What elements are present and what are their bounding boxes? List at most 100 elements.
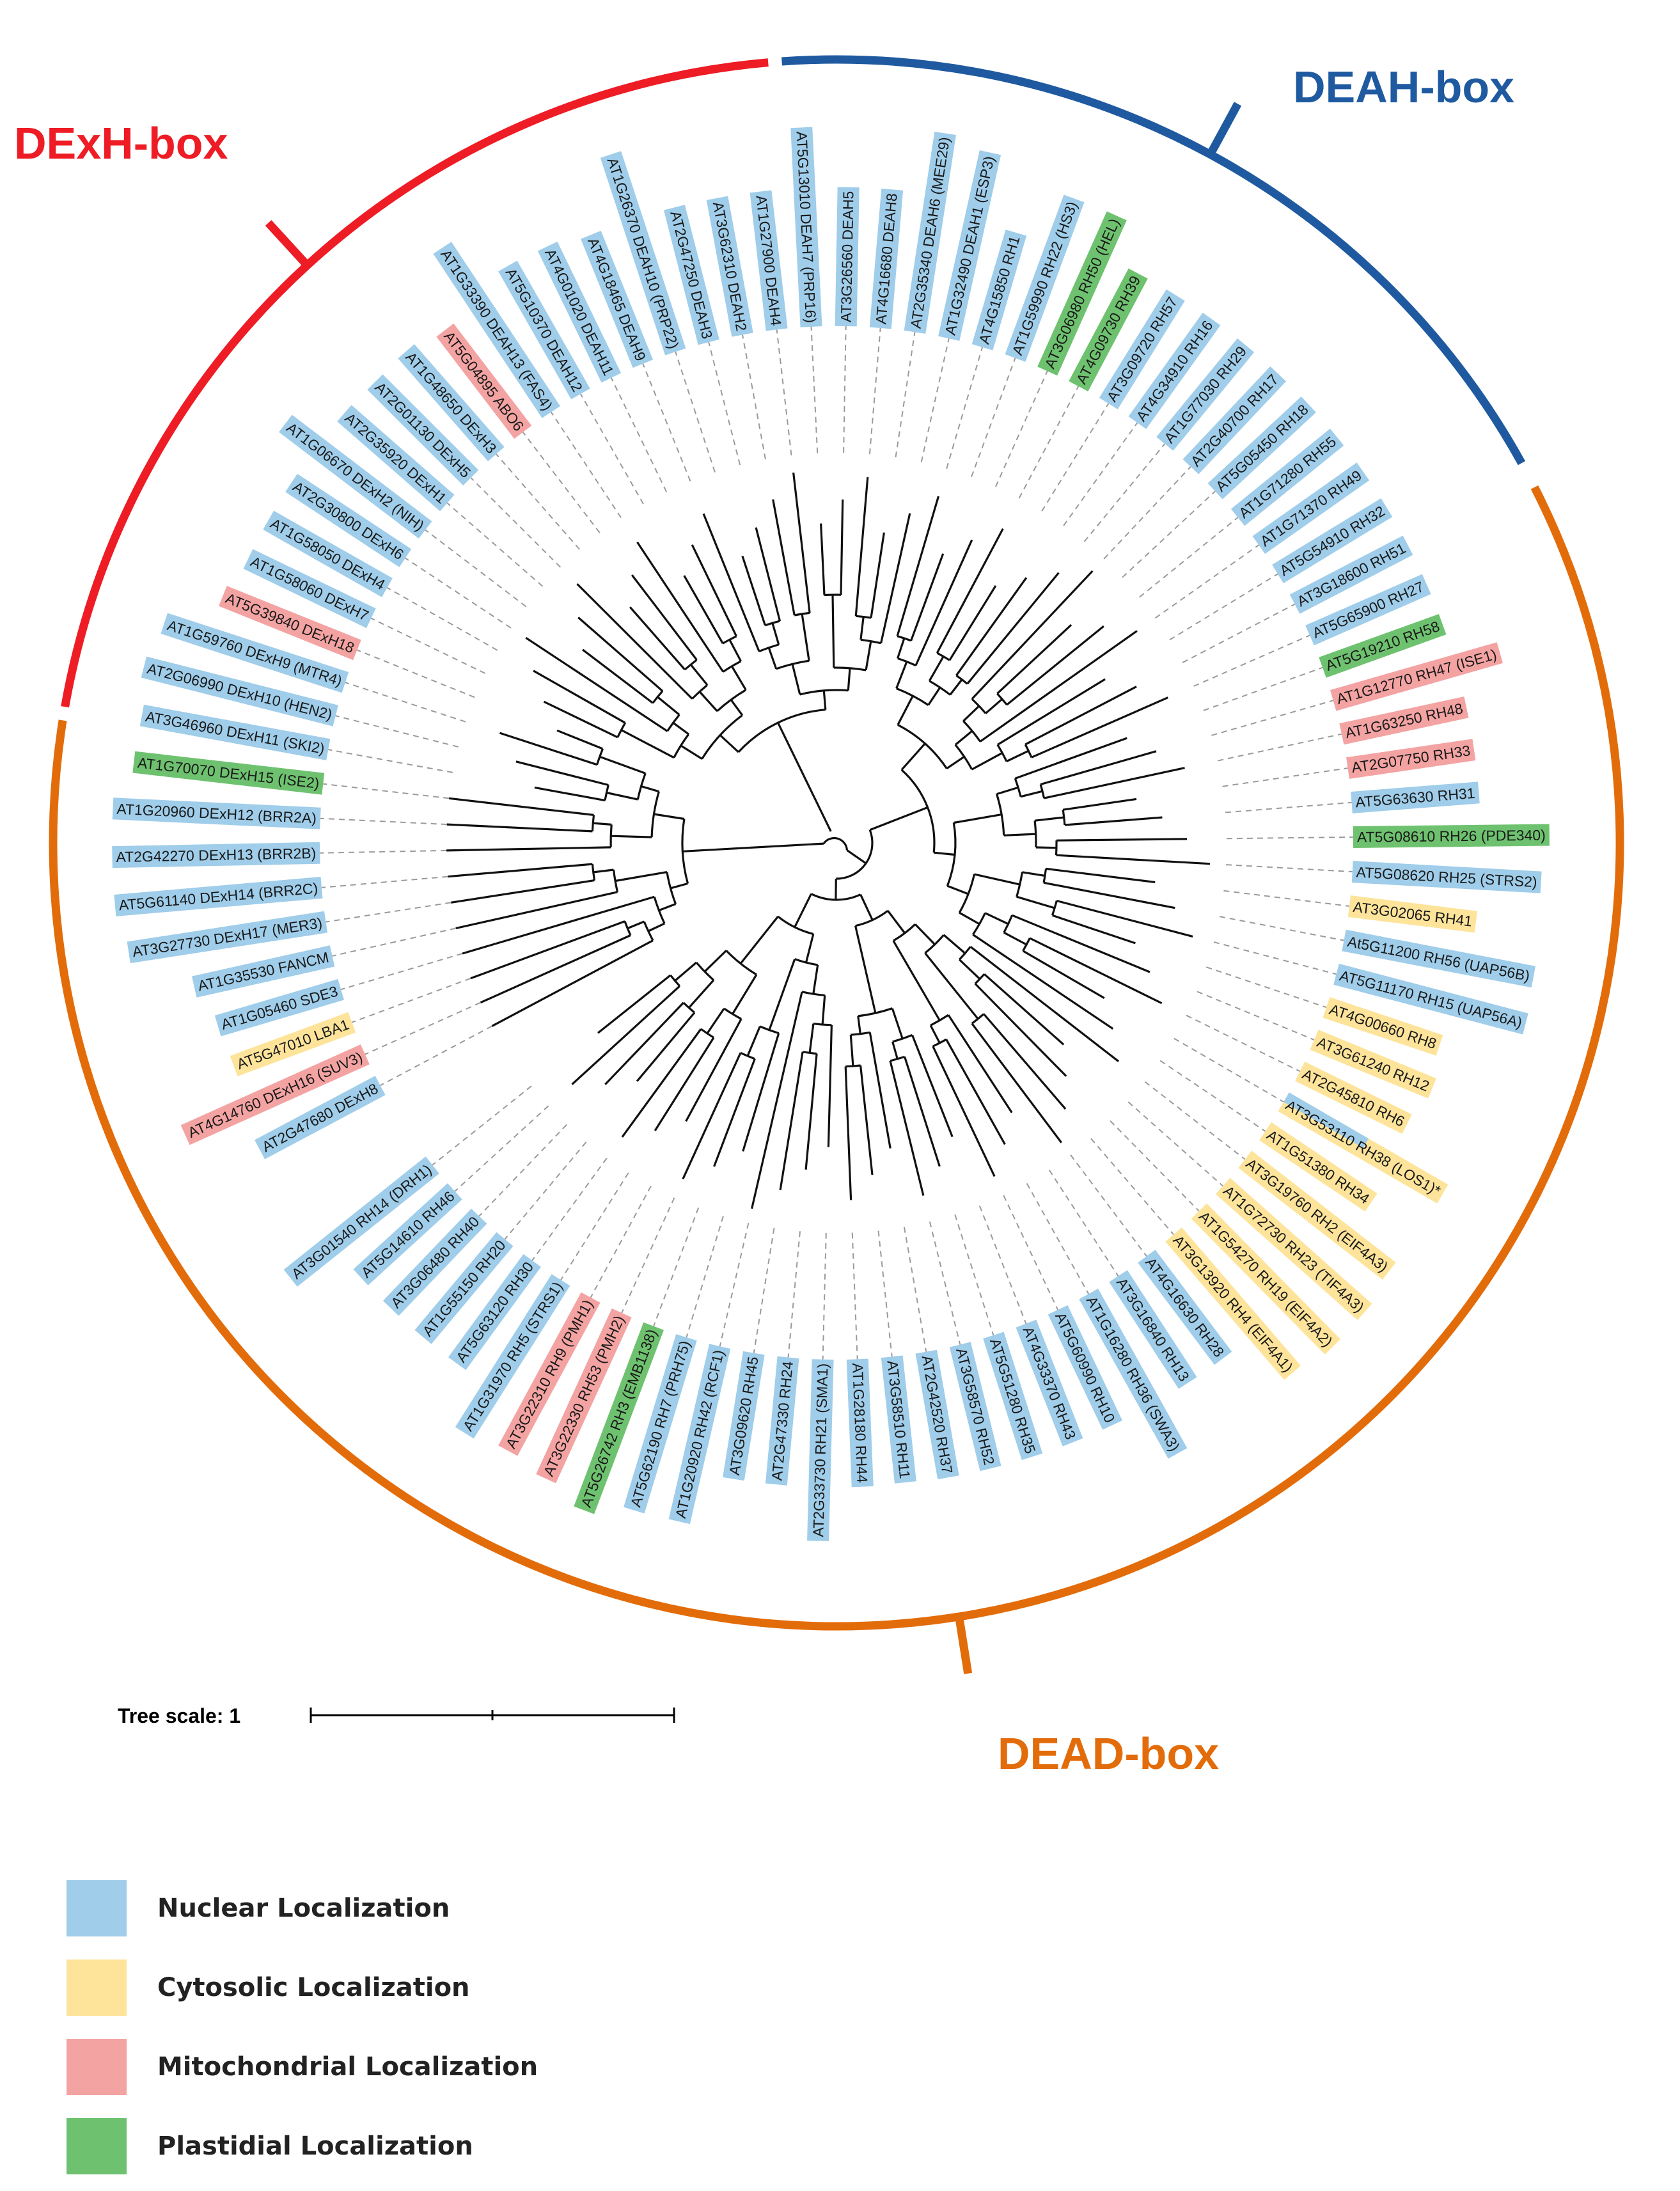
leader-line — [1211, 700, 1333, 736]
leader-line — [1159, 1060, 1266, 1132]
tree-branch — [915, 539, 973, 666]
tree-branch — [1040, 750, 1157, 786]
leaf-label: AT1G27900 DEAH4 — [750, 190, 788, 331]
tree-branch — [534, 786, 606, 802]
clade-tick-dexh — [265, 220, 311, 269]
tree-branch — [499, 732, 597, 766]
tree-branch — [934, 851, 955, 856]
tree-branch — [1051, 914, 1136, 945]
tree-node-arc — [653, 896, 666, 924]
tree-branch — [860, 1065, 874, 1175]
leaf-label-highlight — [1333, 963, 1528, 1035]
tree-branch — [983, 1013, 1067, 1110]
leader-line — [1225, 801, 1352, 813]
tree-branch — [891, 1008, 904, 1039]
leaf-label-highlight — [1037, 211, 1127, 376]
tree-branch — [571, 985, 680, 1085]
leaf-label-highlight — [1156, 338, 1255, 451]
leaf-label-highlight — [668, 1344, 731, 1525]
tree-branch — [1011, 914, 1150, 973]
leaf-label: AT1G71280 RH55 — [1230, 428, 1344, 526]
tree-branch — [891, 1041, 899, 1060]
leader-line — [1182, 603, 1296, 663]
tree-node-arc — [855, 909, 889, 927]
leaf-label-highlight — [536, 1308, 632, 1484]
leaf-label: AT2G42270 DExH13 (BRR2B) — [112, 842, 320, 868]
leader-line — [1219, 916, 1344, 941]
tree-branch — [593, 868, 614, 874]
leader-line — [386, 587, 498, 651]
leader-line — [1063, 422, 1138, 526]
tree-branch — [615, 871, 668, 883]
tree-node-arc — [604, 785, 609, 801]
tree-branch — [865, 641, 872, 671]
leaf-label-highlight — [706, 196, 753, 337]
leaf-label-highlight — [663, 205, 719, 345]
tree-branch — [767, 647, 778, 670]
tree-branch — [1003, 931, 1027, 946]
tree-branch — [631, 574, 698, 661]
tree-branch — [827, 1025, 833, 1147]
leader-line — [380, 1025, 492, 1087]
leader-line — [454, 1105, 549, 1192]
tree-branch — [971, 570, 1094, 700]
leader-line — [335, 715, 459, 748]
leader-line — [971, 357, 1016, 478]
leader-line — [1103, 466, 1191, 560]
scale-bar: Tree scale: 1 — [118, 1704, 675, 1727]
tree-branch — [1062, 797, 1137, 811]
tree-branch — [771, 622, 780, 645]
tree-branch — [805, 934, 815, 963]
leader-line — [994, 370, 1048, 487]
clade-tick-dead — [955, 1615, 973, 1674]
tree-branch — [641, 785, 659, 793]
leaf-label-highlight — [498, 260, 590, 400]
tree-branch — [706, 1008, 725, 1034]
tree-branch — [1020, 790, 1043, 798]
tree-branch — [854, 476, 869, 616]
tree-branch — [620, 729, 675, 759]
leader-line — [621, 1197, 675, 1314]
tree-node-arc — [860, 638, 881, 645]
tree-branch — [480, 934, 631, 1004]
leaf-label: AT5G08620 RH25 (STRS2) — [1351, 861, 1542, 893]
tree-node-arc — [670, 974, 680, 987]
leaf-label-highlight — [1289, 535, 1413, 614]
tree-branch — [854, 925, 877, 1014]
tree-branch — [730, 699, 744, 716]
leaf-label-highlight-secondary — [1284, 1092, 1369, 1148]
tree-branch — [515, 760, 609, 787]
tree-branch — [1056, 838, 1188, 842]
tree-branch — [996, 786, 1019, 796]
leaf-label-highlight — [263, 510, 393, 597]
tree-node-arc — [955, 674, 968, 685]
tree-branch — [751, 991, 803, 1209]
leader-line — [340, 953, 463, 991]
tree-branch — [1024, 686, 1137, 746]
tree-branch — [629, 606, 686, 671]
tree-branch — [739, 916, 779, 964]
legend-item-cytosolic: Cytosolic Localization — [67, 1959, 470, 2016]
tree-branch — [450, 879, 595, 904]
leaf-label-text: AT5G08610 RH26 (PDE340) — [1357, 827, 1546, 845]
leader-line — [478, 1124, 567, 1217]
tree-branch — [820, 523, 826, 595]
leader-line — [323, 783, 450, 799]
leader-line — [1205, 966, 1327, 1009]
leaf-label-highlight — [624, 1334, 697, 1514]
tree-branch — [844, 1066, 852, 1200]
tree-branch — [895, 661, 908, 689]
leaf-label-highlight — [1099, 289, 1185, 409]
tree-node-arc — [893, 923, 916, 942]
leaf-label-highlight — [750, 190, 788, 331]
tree-branch — [448, 797, 594, 816]
leaf-label: AT2G07750 RH33 — [1346, 739, 1476, 779]
leaf-label-highlight — [1295, 1061, 1412, 1134]
leaf-label-highlight — [1005, 194, 1085, 362]
leaf-label-highlight — [846, 1358, 874, 1488]
leaf-label: AT1G20960 DExH12 (BRR2A) — [112, 797, 321, 829]
tree-branch — [892, 940, 941, 1021]
tree-branch — [966, 572, 1060, 685]
tree-branch — [1031, 696, 1168, 758]
leader-line — [810, 326, 819, 453]
